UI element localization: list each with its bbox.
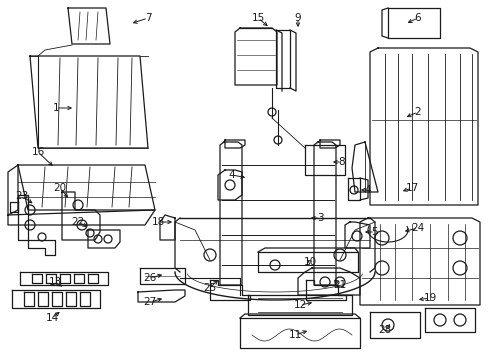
Text: 28: 28	[378, 325, 391, 335]
Text: 4: 4	[364, 185, 370, 195]
Text: 24: 24	[410, 223, 424, 233]
Text: 12: 12	[293, 300, 306, 310]
Text: 14: 14	[45, 313, 59, 323]
Text: 20: 20	[53, 183, 66, 193]
Text: 13: 13	[48, 277, 61, 287]
Text: 1: 1	[53, 103, 59, 113]
Text: 2: 2	[414, 107, 421, 117]
Text: 26: 26	[143, 273, 156, 283]
Text: 4: 4	[228, 170, 235, 180]
Text: 25: 25	[203, 283, 216, 293]
Text: 5: 5	[371, 227, 378, 237]
Text: 6: 6	[414, 13, 421, 23]
Text: 10: 10	[303, 257, 316, 267]
Text: 3: 3	[316, 213, 323, 223]
Text: 15: 15	[251, 13, 264, 23]
Text: 21: 21	[333, 280, 346, 290]
Text: 23: 23	[15, 191, 29, 201]
Text: 17: 17	[405, 183, 418, 193]
Text: 7: 7	[144, 13, 151, 23]
Text: 9: 9	[294, 13, 301, 23]
Text: 11: 11	[288, 330, 301, 340]
Text: 8: 8	[338, 157, 345, 167]
Text: 18: 18	[151, 217, 164, 227]
Text: 19: 19	[423, 293, 436, 303]
Text: 22: 22	[71, 217, 84, 227]
Text: 27: 27	[143, 297, 156, 307]
Text: 16: 16	[31, 147, 44, 157]
